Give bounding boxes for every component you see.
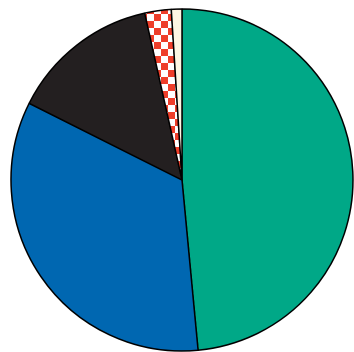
pie-slice-2 [28,12,183,181]
pie-slices [10,8,354,352]
pie-slice-0 [181,8,354,351]
pie-slice-4 [170,8,183,181]
